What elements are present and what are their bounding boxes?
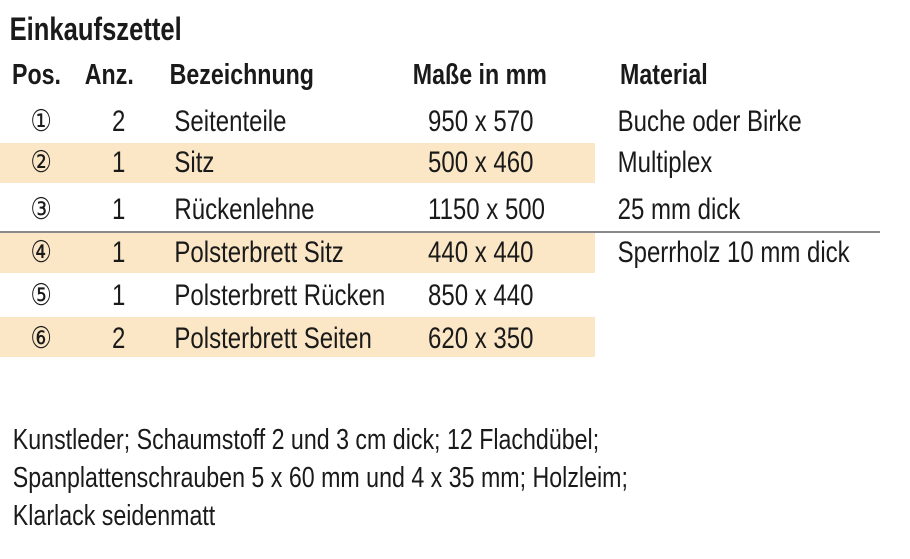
dimensions: 1150 x 500 [428, 193, 545, 226]
quantity: 1 [112, 236, 126, 269]
quantity: 1 [112, 193, 126, 226]
page-title: Einkaufszettel [9, 11, 182, 47]
part-name: Sitz [174, 146, 215, 179]
row-highlight [0, 143, 595, 183]
header-anz: Anz. [84, 59, 134, 91]
material: Sperrholz 10 mm dick [617, 236, 850, 269]
row-highlight [0, 233, 595, 273]
notes-line: Klarlack seidenmatt [12, 500, 216, 532]
part-name: Seitenteile [174, 105, 287, 138]
position-number: ② [30, 145, 52, 180]
position-number: ③ [30, 192, 52, 227]
quantity: 2 [112, 322, 126, 355]
quantity: 1 [112, 146, 126, 179]
header-masse: Maße in mm [412, 59, 547, 91]
part-name: Polsterbrett Sitz [174, 236, 344, 269]
part-name: Polsterbrett Seiten [174, 322, 372, 355]
header-bezeichnung: Bezeichnung [169, 59, 314, 91]
dimensions: 620 x 350 [428, 322, 534, 355]
quantity: 1 [112, 279, 126, 312]
dimensions: 500 x 460 [428, 146, 534, 179]
material: Buche oder Birke [617, 105, 802, 138]
dimensions: 950 x 570 [428, 105, 534, 138]
position-number: ① [30, 104, 52, 139]
position-number: ⑤ [30, 278, 52, 313]
material: Multiplex [617, 146, 713, 179]
position-number: ⑥ [30, 321, 52, 356]
notes-line: Spanplattenschrauben 5 x 60 mm und 4 x 3… [12, 462, 628, 494]
header-pos: Pos. [12, 59, 61, 91]
notes-line: Kunstleder; Schaumstoff 2 und 3 cm dick;… [12, 424, 600, 456]
part-name: Polsterbrett Rücken [174, 279, 386, 312]
divider [0, 231, 880, 233]
dimensions: 440 x 440 [428, 236, 534, 269]
row-highlight [0, 317, 595, 357]
part-name: Rückenlehne [174, 193, 315, 226]
quantity: 2 [112, 105, 126, 138]
material: 25 mm dick [617, 193, 741, 226]
header-material: Material [620, 59, 708, 91]
position-number: ④ [30, 235, 52, 270]
dimensions: 850 x 440 [428, 279, 534, 312]
